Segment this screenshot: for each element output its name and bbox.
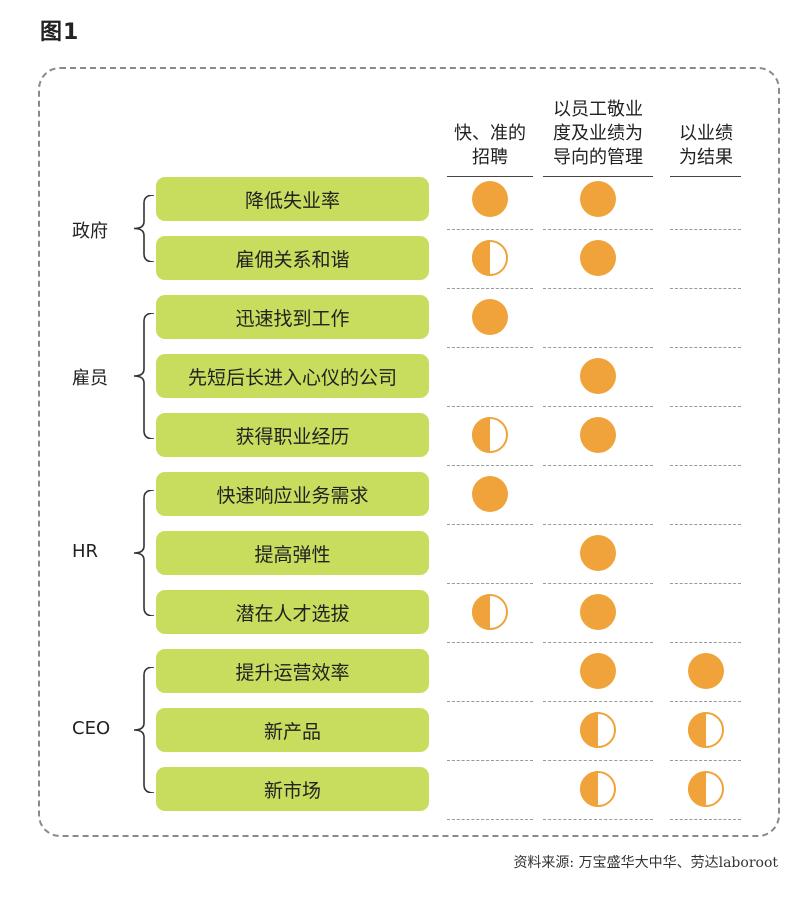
group-brace (133, 667, 155, 793)
full-circle-mark (580, 358, 616, 394)
column-header-line: 以业绩 (679, 123, 733, 144)
row-label-pill: 提高弹性 (156, 531, 429, 575)
row-separator (670, 524, 741, 525)
row-label-pill: 新产品 (156, 708, 429, 752)
column-header-line: 度及业绩为 (553, 123, 643, 144)
row-separator (447, 819, 533, 820)
full-circle-mark (472, 181, 508, 217)
row-separator (543, 760, 653, 761)
row-separator (447, 701, 533, 702)
column-header-line: 快、准的 (454, 123, 526, 144)
row-separator (447, 760, 533, 761)
row-label-pill: 雇佣关系和谐 (156, 236, 429, 280)
column-header-line: 招聘 (472, 147, 508, 168)
row-separator (670, 583, 741, 584)
row-separator (447, 288, 533, 289)
full-circle-mark (472, 476, 508, 512)
row-label-pill: 提升运营效率 (156, 649, 429, 693)
row-label-pill: 获得职业经历 (156, 413, 429, 457)
row-label-pill: 降低失业率 (156, 177, 429, 221)
figure-frame (38, 67, 780, 837)
row-label-pill: 快速响应业务需求 (156, 472, 429, 516)
row-separator (670, 819, 741, 820)
full-circle-mark (580, 535, 616, 571)
half-circle-mark (580, 712, 616, 748)
column-header-rule (670, 176, 741, 177)
group-label: 政府 (72, 220, 108, 242)
row-separator (670, 642, 741, 643)
row-separator (447, 465, 533, 466)
row-separator (670, 701, 741, 702)
row-separator (670, 229, 741, 230)
row-label-pill: 迅速找到工作 (156, 295, 429, 339)
source-note: 资料来源: 万宝盛华大中华、劳达laboroot (513, 855, 778, 871)
row-separator (543, 701, 653, 702)
row-separator (543, 406, 653, 407)
row-separator (447, 583, 533, 584)
full-circle-mark (580, 594, 616, 630)
row-separator (447, 406, 533, 407)
row-separator (543, 347, 653, 348)
column-header: 快、准的 招聘 (437, 122, 543, 170)
column-header-line: 为结果 (679, 147, 733, 168)
row-label-pill: 先短后长进入心仪的公司 (156, 354, 429, 398)
half-circle-mark (472, 417, 508, 453)
row-separator (670, 760, 741, 761)
row-separator (543, 524, 653, 525)
group-label: HR (72, 541, 99, 562)
row-separator (543, 583, 653, 584)
row-separator (447, 229, 533, 230)
group-label: CEO (72, 718, 111, 739)
full-circle-mark (580, 181, 616, 217)
full-circle-mark (580, 417, 616, 453)
column-header: 以员工敬业度及业绩为导向的管理 (533, 98, 663, 170)
row-separator (670, 288, 741, 289)
row-separator (543, 465, 653, 466)
row-label-pill: 潜在人才选拔 (156, 590, 429, 634)
full-circle-mark (580, 240, 616, 276)
half-circle-mark (688, 771, 724, 807)
half-circle-mark (580, 771, 616, 807)
group-brace (133, 490, 155, 616)
row-separator (670, 347, 741, 348)
column-header-line: 以员工敬业 (553, 99, 643, 120)
full-circle-mark (688, 653, 724, 689)
half-circle-mark (472, 594, 508, 630)
full-circle-mark (472, 299, 508, 335)
row-separator (447, 642, 533, 643)
half-circle-mark (688, 712, 724, 748)
half-circle-mark (472, 240, 508, 276)
row-separator (447, 347, 533, 348)
group-brace (133, 195, 155, 262)
row-separator (543, 229, 653, 230)
row-separator (670, 465, 741, 466)
column-header-line: 导向的管理 (553, 147, 643, 168)
row-separator (670, 406, 741, 407)
group-label: 雇员 (72, 368, 108, 389)
group-brace (133, 313, 155, 439)
full-circle-mark (580, 653, 616, 689)
column-header-rule (543, 176, 653, 177)
row-separator (543, 642, 653, 643)
column-header-rule (447, 176, 533, 177)
row-separator (543, 288, 653, 289)
column-header: 以业绩 为结果 (661, 122, 752, 170)
row-separator (447, 524, 533, 525)
figure-title: 图1 (40, 20, 80, 45)
row-label-pill: 新市场 (156, 767, 429, 811)
row-separator (543, 819, 653, 820)
